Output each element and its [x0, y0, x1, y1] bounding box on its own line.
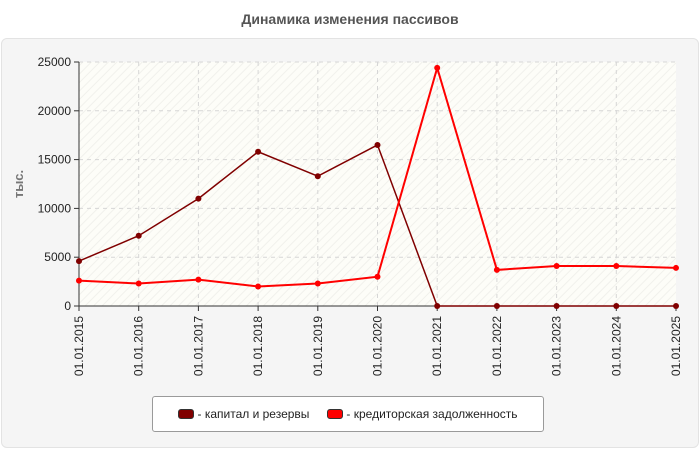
data-point — [434, 303, 441, 309]
data-point — [374, 141, 381, 148]
data-point — [76, 277, 82, 284]
series-lines — [76, 64, 679, 309]
y-axis-label: тыс. — [11, 170, 26, 198]
data-point — [613, 262, 620, 269]
x-tick-label: 01.01.2024 — [609, 316, 623, 376]
y-tick-label: 15000 — [38, 153, 72, 167]
legend-entry-capital: - капитал и резервы — [178, 407, 309, 421]
data-point — [493, 303, 500, 309]
data-point — [493, 266, 500, 273]
legend-label-payables: - кредиторская задолженность — [346, 407, 518, 421]
data-point — [673, 303, 679, 309]
data-point — [314, 280, 321, 287]
data-point — [135, 232, 142, 239]
y-tick-label: 20000 — [38, 104, 72, 118]
x-tick-label: 01.01.2023 — [550, 316, 564, 376]
chart-title: Динамика изменения пассивов — [241, 11, 459, 27]
data-point — [613, 303, 620, 309]
legend-swatch-payables — [327, 409, 344, 419]
legend-label-capital: - капитал и резервы — [197, 407, 310, 421]
y-tick-label: 25000 — [38, 55, 72, 69]
x-tick-label: 01.01.2025 — [669, 316, 683, 376]
x-tick-label: 01.01.2020 — [371, 316, 385, 376]
y-tick-label: 10000 — [38, 201, 72, 215]
data-point — [135, 280, 142, 287]
data-point — [195, 276, 202, 283]
data-point — [553, 262, 560, 269]
x-tick-label: 01.01.2018 — [251, 316, 265, 376]
x-tick-label: 01.01.2017 — [191, 316, 205, 376]
data-point — [314, 173, 321, 180]
y-tick-label: 0 — [64, 299, 71, 313]
legend-entry-payables: - кредиторская задолженность — [327, 407, 518, 421]
tick-labels: 0 5000 10000 15000 20000 25000 01.01.2015 01.01… — [38, 55, 683, 376]
data-point — [374, 273, 381, 280]
y-tick-label: 5000 — [44, 250, 71, 264]
x-tick-label: 01.01.2021 — [430, 316, 444, 376]
legend-swatch-capital — [178, 409, 195, 419]
data-point — [434, 64, 441, 71]
data-point — [673, 264, 679, 271]
data-point — [255, 283, 262, 290]
x-tick-label: 01.01.2022 — [490, 316, 504, 376]
x-tick-label: 01.01.2015 — [72, 316, 86, 376]
data-point — [255, 148, 262, 155]
data-point — [76, 258, 82, 265]
x-tick-label: 01.01.2016 — [132, 316, 146, 376]
legend: - капитал и резервы - кредиторская задол… — [152, 396, 544, 432]
data-point — [553, 303, 560, 309]
data-point — [195, 195, 202, 202]
x-tick-label: 01.01.2019 — [311, 316, 325, 376]
